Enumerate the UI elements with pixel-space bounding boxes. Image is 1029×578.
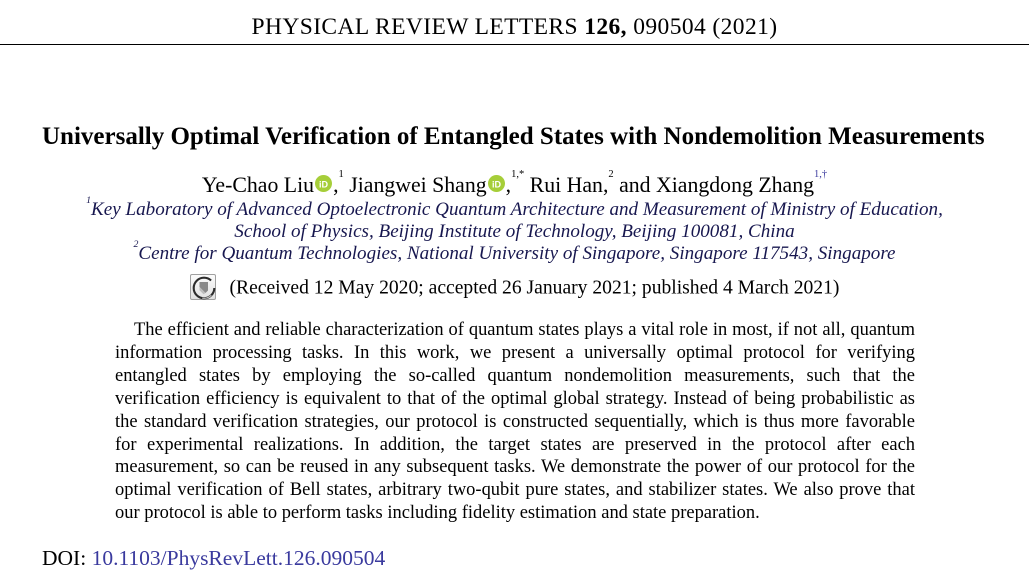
svg-text:iD: iD xyxy=(492,179,502,189)
svg-text:iD: iD xyxy=(319,179,329,189)
